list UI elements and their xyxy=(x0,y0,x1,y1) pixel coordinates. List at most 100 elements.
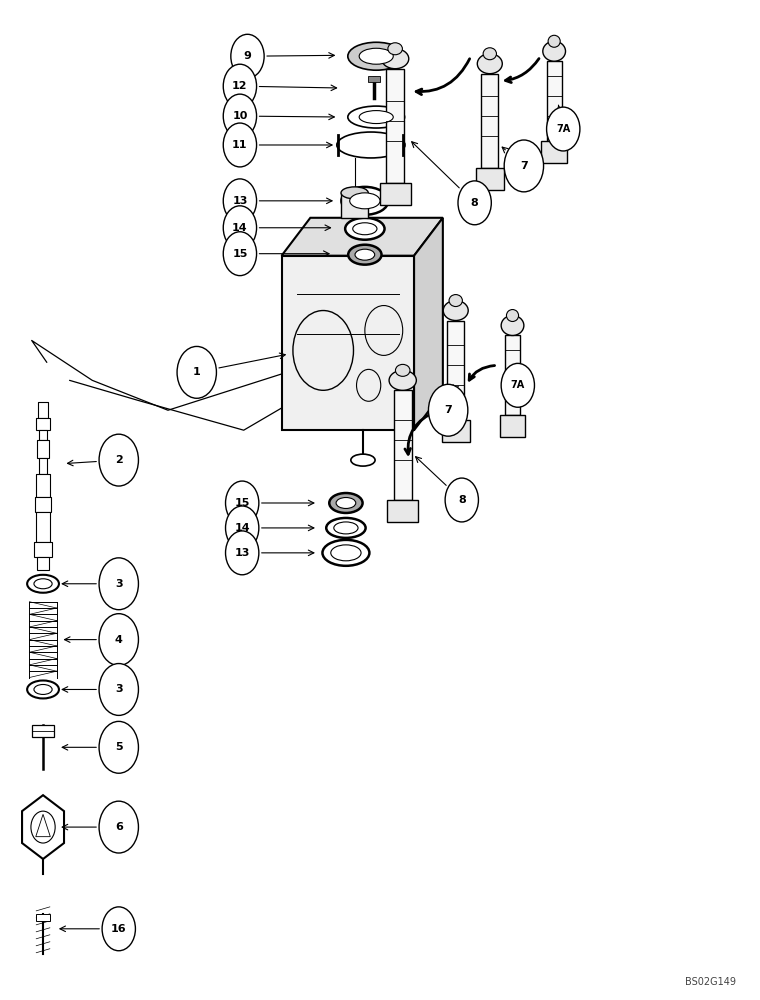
Ellipse shape xyxy=(326,518,366,538)
Ellipse shape xyxy=(345,218,385,240)
Text: 10: 10 xyxy=(233,111,248,121)
Circle shape xyxy=(223,94,257,138)
Ellipse shape xyxy=(359,48,393,64)
Text: 13: 13 xyxy=(233,196,248,206)
Ellipse shape xyxy=(341,187,388,215)
Circle shape xyxy=(226,481,259,525)
Text: 14: 14 xyxy=(234,523,250,533)
Text: 7: 7 xyxy=(445,405,452,415)
Circle shape xyxy=(546,107,580,151)
Bar xyxy=(40,458,47,474)
Circle shape xyxy=(504,140,543,192)
Circle shape xyxy=(223,232,257,276)
Circle shape xyxy=(99,801,138,853)
Polygon shape xyxy=(22,795,64,859)
Bar xyxy=(37,557,49,570)
Bar xyxy=(541,141,567,163)
Text: 3: 3 xyxy=(115,684,122,694)
Text: 15: 15 xyxy=(235,498,250,508)
Circle shape xyxy=(223,123,257,167)
Bar xyxy=(442,420,470,442)
Polygon shape xyxy=(414,218,443,430)
Ellipse shape xyxy=(389,370,416,390)
Bar xyxy=(36,418,50,430)
Text: 2: 2 xyxy=(115,455,122,465)
Bar xyxy=(482,74,498,168)
Ellipse shape xyxy=(336,498,356,508)
Circle shape xyxy=(226,506,259,550)
Text: 7: 7 xyxy=(520,161,527,171)
Text: 7A: 7A xyxy=(556,124,570,134)
Bar xyxy=(546,61,562,141)
Ellipse shape xyxy=(355,249,375,260)
Bar xyxy=(341,193,369,218)
Bar xyxy=(499,415,525,437)
Bar xyxy=(35,497,52,512)
Bar xyxy=(40,430,47,440)
Ellipse shape xyxy=(27,575,59,593)
Ellipse shape xyxy=(341,187,369,199)
Bar xyxy=(386,69,404,183)
Text: 3: 3 xyxy=(115,579,122,589)
Circle shape xyxy=(223,179,257,223)
Circle shape xyxy=(223,206,257,250)
Text: 15: 15 xyxy=(233,249,248,259)
Polygon shape xyxy=(281,218,443,256)
Bar xyxy=(476,168,504,190)
Circle shape xyxy=(99,664,138,715)
Ellipse shape xyxy=(477,54,502,74)
Text: 4: 4 xyxy=(115,635,122,645)
Circle shape xyxy=(102,907,135,951)
Circle shape xyxy=(99,558,138,610)
Ellipse shape xyxy=(322,540,369,566)
Ellipse shape xyxy=(331,545,361,561)
Bar xyxy=(36,512,50,542)
Ellipse shape xyxy=(359,111,393,124)
Ellipse shape xyxy=(27,680,59,698)
Text: 16: 16 xyxy=(111,924,127,934)
Text: 11: 11 xyxy=(232,140,248,150)
Text: BS02G149: BS02G149 xyxy=(685,977,736,987)
Bar xyxy=(36,914,50,921)
Text: 8: 8 xyxy=(458,495,466,505)
Circle shape xyxy=(231,34,264,78)
Ellipse shape xyxy=(548,35,560,47)
Text: 8: 8 xyxy=(470,198,479,208)
Circle shape xyxy=(429,384,468,436)
Ellipse shape xyxy=(449,295,462,307)
Circle shape xyxy=(223,64,257,108)
Bar xyxy=(34,542,52,557)
Ellipse shape xyxy=(350,193,380,209)
Ellipse shape xyxy=(395,364,410,376)
Ellipse shape xyxy=(382,49,409,69)
Bar xyxy=(281,256,414,430)
Ellipse shape xyxy=(348,106,404,128)
Bar xyxy=(448,321,464,420)
Ellipse shape xyxy=(34,684,52,694)
Bar xyxy=(38,402,48,418)
Circle shape xyxy=(501,363,534,407)
Ellipse shape xyxy=(501,316,524,335)
Ellipse shape xyxy=(506,310,518,321)
Ellipse shape xyxy=(334,522,358,534)
Circle shape xyxy=(226,531,259,575)
Bar xyxy=(380,183,410,205)
Text: 9: 9 xyxy=(243,51,252,61)
Ellipse shape xyxy=(348,42,404,70)
Bar xyxy=(505,335,520,415)
Text: 12: 12 xyxy=(232,81,248,91)
Ellipse shape xyxy=(543,41,565,61)
Circle shape xyxy=(445,478,479,522)
Ellipse shape xyxy=(34,579,52,589)
Circle shape xyxy=(99,434,138,486)
Bar xyxy=(36,474,50,497)
Text: 6: 6 xyxy=(115,822,122,832)
Text: 7A: 7A xyxy=(511,380,525,390)
Ellipse shape xyxy=(483,48,496,60)
Ellipse shape xyxy=(348,245,382,265)
Ellipse shape xyxy=(329,493,363,513)
Ellipse shape xyxy=(353,223,377,235)
Text: 1: 1 xyxy=(193,367,201,377)
Ellipse shape xyxy=(388,43,402,55)
Bar xyxy=(388,500,418,522)
